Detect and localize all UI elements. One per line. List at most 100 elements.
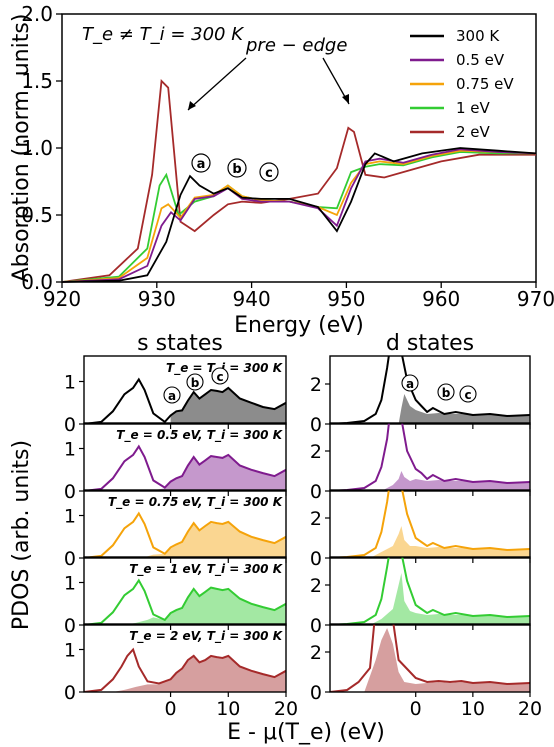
peak-label-a: a bbox=[197, 157, 206, 172]
absorption-y-tick-label: 1.5 bbox=[21, 69, 53, 93]
s-states-y-tick-label: 1 bbox=[64, 573, 76, 595]
d-states-frame-1 bbox=[329, 422, 531, 492]
s-peak-marker-c bbox=[211, 367, 229, 385]
s-states-panel-2 bbox=[84, 511, 286, 558]
peak-label-c: c bbox=[265, 166, 273, 181]
s-states-fill-1 bbox=[153, 455, 286, 491]
d-peak-label-c: c bbox=[464, 388, 471, 402]
d-peak-marker-c bbox=[459, 385, 477, 403]
d-states-y-tick-label: 2 bbox=[310, 374, 322, 396]
absorption-x-tick-label: 930 bbox=[138, 287, 176, 311]
legend-label-1: 0.5 eV bbox=[456, 51, 505, 69]
d-states-y-tick-label: 2 bbox=[310, 642, 322, 664]
d-states-y-tick-label: 2 bbox=[310, 508, 322, 530]
d-states-frame-0 bbox=[329, 355, 531, 425]
s-states-panel-4 bbox=[84, 647, 286, 692]
d-states-y-tick-label: 2 bbox=[310, 441, 322, 463]
s-states-panel-3 bbox=[84, 578, 286, 625]
d-states-panel-4 bbox=[330, 624, 530, 692]
absorption-x-tick-label: 970 bbox=[517, 287, 554, 311]
absorption-x-tick-label: 950 bbox=[327, 287, 365, 311]
d-states-x-tick-label: 20 bbox=[518, 698, 542, 720]
d-states-panel-3 bbox=[330, 557, 530, 625]
d-peak-label-b: b bbox=[442, 386, 451, 400]
s-peak-label-a: a bbox=[168, 389, 176, 403]
s-states-line-2 bbox=[84, 511, 286, 558]
d-states-title: d states bbox=[386, 331, 474, 356]
absorption-y-tick-label: 2.0 bbox=[21, 2, 53, 26]
s-states-y-tick-label: 0 bbox=[64, 481, 76, 503]
d-states-frame-4 bbox=[329, 623, 531, 693]
s-states-fill-0 bbox=[170, 387, 286, 424]
s-states-title: s states bbox=[137, 331, 223, 356]
s-states-fill-4 bbox=[112, 656, 286, 692]
s-states-y-tick-label: 1 bbox=[64, 372, 76, 394]
d-states-fill-4 bbox=[364, 628, 530, 692]
s-states-panel-label-4: T_e = 2 eV, T_i = 300 K bbox=[129, 629, 283, 644]
absorption-series-1 bbox=[61, 148, 537, 283]
s-states-x-tick-label: 20 bbox=[274, 698, 298, 720]
d-states-fill-0 bbox=[398, 394, 530, 424]
d-states-x-tick-label: 0 bbox=[410, 698, 422, 720]
d-states-panel-1 bbox=[330, 423, 530, 491]
s-states-panel-label-2: T_e = 0.75 eV, T_i = 300 K bbox=[108, 495, 284, 510]
d-states-line-1 bbox=[330, 423, 530, 491]
d-states-y-tick-label: 0 bbox=[310, 548, 322, 570]
d-states-y-tick-label: 0 bbox=[310, 615, 322, 637]
absorption-chart: 920 930 940 950 960 970 0.0 0.5 1.0 1.5 2.0 Energ… bbox=[9, 2, 554, 338]
legend-label-0: 300 K bbox=[456, 27, 500, 45]
d-states-line-3 bbox=[330, 557, 530, 625]
absorption-series-0 bbox=[61, 147, 537, 283]
legend-label-2: 0.75 eV bbox=[456, 75, 514, 93]
s-states-chart: 0 1 T_e = T_i = 300 K 0 1 T_e = 0.5 eV, T_i =… bbox=[64, 355, 298, 720]
s-states-panel-label-3: T_e = 1 eV, T_i = 300 K bbox=[129, 562, 283, 577]
d-states-panel-0 bbox=[330, 356, 530, 424]
s-states-panel-0 bbox=[84, 377, 286, 424]
absorption-legend: 300 K 0.5 eV 0.75 eV 1 eV 2 eV bbox=[410, 27, 514, 141]
pre-edge-arrowhead-left bbox=[188, 101, 196, 110]
s-states-y-tick-label: 0 bbox=[64, 414, 76, 436]
d-states-line-4 bbox=[330, 624, 530, 692]
s-peak-label-c: c bbox=[216, 370, 223, 384]
pdos-x-axis-label: E - μ(T_e) (eV) bbox=[227, 720, 385, 745]
s-states-x-tick-label: 0 bbox=[165, 698, 177, 720]
d-states-line-0 bbox=[330, 356, 530, 424]
absorption-y-axis-label: Absorption (norm. units) bbox=[9, 14, 34, 283]
s-states-fill-2 bbox=[141, 522, 286, 558]
s-states-panel-label-1: T_e = 0.5 eV, T_i = 300 K bbox=[116, 428, 283, 443]
absorption-y-tick-label: 0.5 bbox=[21, 203, 53, 227]
peak-marker-a bbox=[191, 153, 211, 173]
s-states-panel-1 bbox=[84, 444, 286, 491]
peak-label-b: b bbox=[232, 162, 241, 177]
d-states-line-2 bbox=[330, 490, 530, 558]
s-states-y-tick-label: 1 bbox=[64, 640, 76, 662]
s-peak-label-b: b bbox=[191, 376, 200, 390]
s-states-line-3 bbox=[84, 578, 286, 625]
d-states-x-tick-label: 10 bbox=[461, 698, 485, 720]
peak-marker-b bbox=[227, 158, 247, 178]
d-states-frame-2 bbox=[329, 489, 531, 559]
s-states-panel-label-0: T_e = T_i = 300 K bbox=[166, 361, 284, 376]
legend-label-3: 1 eV bbox=[456, 99, 491, 117]
s-states-y-tick-label: 0 bbox=[64, 682, 76, 704]
legend-label-4: 2 eV bbox=[456, 123, 491, 141]
d-peak-marker-a bbox=[401, 374, 419, 392]
d-states-y-tick-label: 0 bbox=[310, 682, 322, 704]
s-states-frame-0 bbox=[83, 355, 287, 425]
pre-edge-annotation: pre − edge bbox=[245, 35, 347, 56]
s-states-frame-4 bbox=[83, 623, 287, 693]
d-states-fill-3 bbox=[370, 573, 530, 625]
s-states-frame-1 bbox=[83, 422, 287, 492]
absorption-x-tick-label: 940 bbox=[233, 287, 271, 311]
s-states-y-tick-label: 0 bbox=[64, 548, 76, 570]
s-peak-marker-a bbox=[163, 386, 181, 404]
s-states-line-4 bbox=[84, 647, 286, 692]
s-states-frame-2 bbox=[83, 489, 287, 559]
s-states-x-tick-label: 10 bbox=[216, 698, 240, 720]
temperature-condition-annotation: T_e ≠ T_i = 300 K bbox=[82, 24, 244, 45]
d-states-y-tick-label: 0 bbox=[310, 481, 322, 503]
s-peak-marker-b bbox=[186, 373, 204, 391]
absorption-series-4 bbox=[61, 79, 536, 283]
